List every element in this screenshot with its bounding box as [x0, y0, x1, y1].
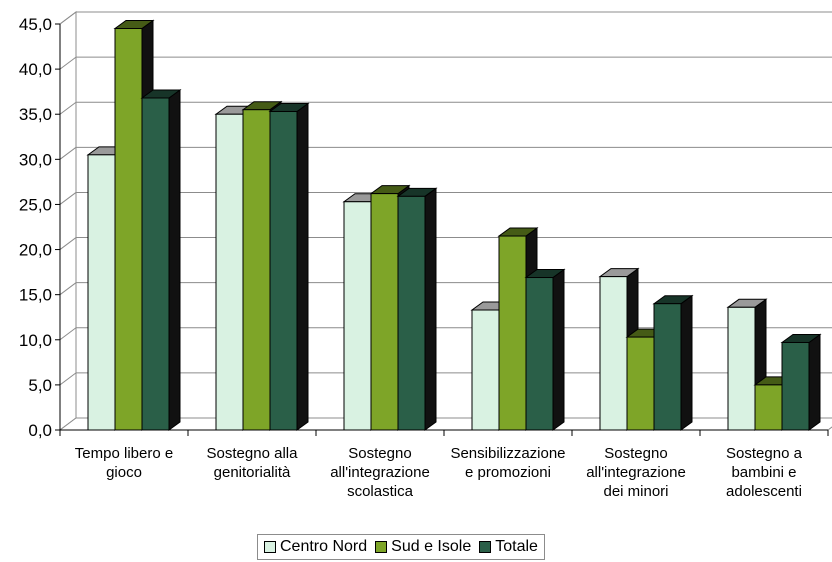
- bar-front: [114, 28, 143, 431]
- bar-front: [498, 235, 527, 431]
- y-axis: 0,0 5,0 10,0 15,0 20,0 25,0 30,0 35,0 40,0 45,0: [19, 15, 61, 440]
- y-tick-label: 10,0: [19, 331, 52, 350]
- bar-side: [296, 102, 309, 431]
- gridline-side: [59, 146, 77, 160]
- x-tick-label: Tempo libero e gioco: [75, 445, 173, 481]
- gridline-side: [59, 192, 77, 205]
- back-wall: [75, 11, 832, 419]
- x-tick-label-line: Sostegno a: [726, 445, 803, 462]
- x-tick-label-line: all'integrazione: [330, 464, 430, 481]
- bar-front: [370, 193, 399, 431]
- x-tick-label-line: Tempo libero e: [75, 445, 173, 462]
- legend-item-centro-nord: Centro Nord: [264, 538, 367, 556]
- x-tick-label: Sostegno all'integrazione dei minori: [586, 445, 686, 500]
- gridline-side: [59, 11, 77, 25]
- bars: [86, 19, 822, 431]
- y-tick-label: 40,0: [19, 60, 52, 79]
- bar-front: [525, 277, 554, 431]
- bar-totale-1: [140, 89, 182, 431]
- x-tick-label-line: Sostegno alla: [207, 445, 299, 462]
- bar-totale-3: [396, 187, 438, 431]
- gridline-side: [59, 56, 77, 70]
- y-tick-label: 45,0: [19, 15, 52, 34]
- x-axis: Tempo libero e gioco Sostegno alla genitori…: [59, 429, 829, 500]
- bar-front: [87, 154, 116, 431]
- bar-front: [343, 201, 372, 431]
- bar-front: [653, 303, 682, 431]
- bar-totale-2: [268, 102, 310, 431]
- bar-front: [269, 111, 298, 431]
- gridline-side: [59, 372, 77, 386]
- legend-label-sud-e-isole: Sud e Isole: [391, 538, 472, 555]
- legend-label-centro-nord: Centro Nord: [280, 538, 368, 555]
- y-tick-label: 0,0: [28, 421, 52, 440]
- side-wall: [59, 11, 77, 431]
- x-tick-label-line: e promozioni: [465, 464, 551, 481]
- legend-swatch-centro-nord: [264, 541, 276, 553]
- x-tick-label-line: Sostegno: [604, 445, 667, 462]
- x-tick-label-line: Sostegno: [348, 445, 411, 462]
- legend-label-totale: Totale: [495, 538, 538, 555]
- gridline-side: [59, 237, 77, 250]
- x-tick-label-line: scolastica: [347, 483, 414, 500]
- y-tick-label: 25,0: [19, 195, 52, 214]
- bar-front: [397, 195, 426, 431]
- x-tick-label-line: genitorialità: [214, 464, 291, 481]
- bar-front: [599, 276, 628, 431]
- x-tick-label-line: adolescenti: [726, 483, 802, 500]
- bar-front: [626, 336, 655, 431]
- legend-swatch-totale: [479, 541, 492, 553]
- bar-front: [781, 341, 810, 431]
- x-tick-label-line: dei minori: [603, 483, 668, 500]
- x-tick-label-line: gioco: [106, 464, 142, 481]
- bar-front: [471, 309, 500, 431]
- x-tick-label: Sostegno a bambini e adolescenti: [726, 445, 803, 500]
- x-tick-label: Sensibilizzazione e promozioni: [450, 445, 565, 481]
- bar-front: [242, 109, 271, 431]
- gridlines: [59, 11, 832, 386]
- legend-swatch-sud-e-isole: [375, 541, 388, 553]
- gridline-side: [59, 101, 77, 115]
- gridline-side: [59, 327, 77, 341]
- bar-side: [168, 89, 181, 431]
- bar-totale-4: [524, 268, 566, 431]
- legend-item-sud-e-isole: Sud e Isole: [375, 538, 471, 556]
- y-tick-label: 35,0: [19, 105, 52, 124]
- bar-front: [727, 306, 756, 431]
- x-tick-label-line: bambini e: [731, 464, 796, 481]
- legend-item-totale: Totale: [479, 538, 538, 556]
- bar-side: [680, 294, 693, 431]
- bar-totale-5: [652, 294, 694, 431]
- y-tick-label: 20,0: [19, 241, 52, 260]
- legend: Centro Nord Sud e Isole Totale: [257, 534, 545, 560]
- bar-front: [215, 113, 244, 431]
- x-tick-label-line: all'integrazione: [586, 464, 686, 481]
- gridline-side: [59, 282, 77, 296]
- bar-totale-6: [780, 333, 822, 431]
- y-tick-label: 15,0: [19, 286, 52, 305]
- x-tick-label: Sostegno alla genitorialità: [207, 445, 299, 481]
- y-tick-label: 30,0: [19, 150, 52, 169]
- bar-side: [808, 333, 821, 431]
- bar-side: [424, 187, 437, 431]
- bar-front: [754, 384, 783, 431]
- x-tick-label: Sostegno all'integrazione scolastica: [330, 445, 430, 500]
- chart: 0,0 5,0 10,0 15,0 20,0 25,0 30,0 35,0 40,0 45,0 T…: [19, 11, 832, 500]
- x-tick-label-line: Sensibilizzazione: [450, 445, 565, 462]
- bar-front: [141, 97, 170, 431]
- y-tick-label: 5,0: [28, 376, 52, 395]
- bar-side: [552, 268, 565, 431]
